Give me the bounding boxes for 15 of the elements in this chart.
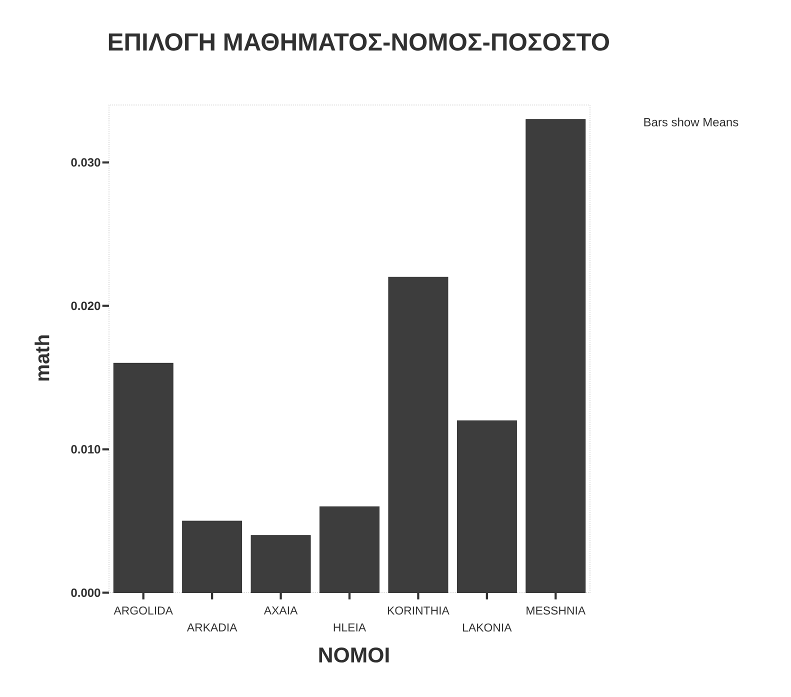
text: Bars show Means xyxy=(644,118,738,126)
chart-title: ΕΠΙΛΟΓΗ ΜΑΘΗΜΑΤΟΣ-ΝΟΜΟΣ-ΠΟΣΟΣΤΟ xyxy=(108,33,610,51)
x-axis-title: NOMOI xyxy=(319,647,389,663)
x-tick-label: HLEIA xyxy=(334,623,366,632)
y-tick-label: 0.020 xyxy=(71,302,100,310)
x-tick-label: ARKADIA xyxy=(186,623,238,632)
y-tick-label: 0.010 xyxy=(71,445,100,454)
y-tick-label: 0.000 xyxy=(71,588,100,597)
y-axis-title: math xyxy=(34,335,50,381)
x-tick-label: LAKONIA xyxy=(463,623,512,632)
x-tick-label: ARGOLIDA xyxy=(114,606,173,615)
x-tick-label: MESSHNIA xyxy=(526,606,586,615)
x-tick-label: AXAIA xyxy=(264,606,298,614)
y-tick-label: 0.030 xyxy=(71,158,100,167)
x-tick-label: KORINTHIA xyxy=(388,606,450,615)
